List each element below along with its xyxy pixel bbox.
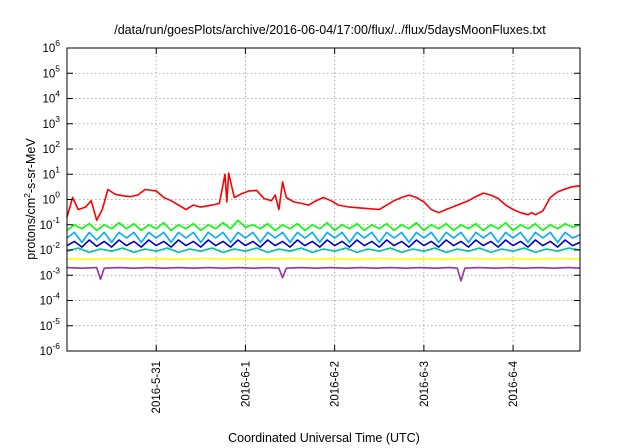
series-line-1 [66,219,581,232]
y-tick-exponent: -4 [52,291,60,301]
grid [67,48,580,351]
y-tick-label: 104 [42,89,60,106]
y-tick-base: 10 [42,169,55,181]
y-tick-label: 10-2 [40,240,61,257]
series-line-2 [66,231,581,244]
y-tick-base: 10 [42,94,55,106]
x-axis-label: Coordinated Universal Time (UTC) [228,431,420,445]
y-tick-label: 106 [42,38,60,55]
y-tick-labels: 10-610-510-410-310-210-11001011021031041… [40,38,61,358]
series-line-0 [66,172,581,222]
y-tick-label: 10-3 [40,265,61,282]
y-tick-label: 101 [42,164,60,181]
chart-title: /data/run/goesPlots/archive/2016-06-04/1… [114,23,546,37]
series-line-4 [66,247,581,254]
y-tick-label: 100 [42,190,60,207]
series-line-6 [66,266,581,282]
y-tick-base: 10 [40,220,53,232]
y-tick-base: 10 [40,346,53,358]
y-tick-label: 105 [42,63,60,80]
y-tick-base: 10 [42,43,55,55]
x-tick-label: 2016-5-31 [151,361,163,413]
y-tick-label: 10-4 [40,291,61,308]
y-tick-base: 10 [40,296,53,308]
y-axis-label-sup: 2 [22,193,32,198]
y-axis-label-prefix: protons/cm [24,198,38,260]
y-tick-base: 10 [42,144,55,156]
data-series [66,172,581,282]
y-tick-exponent: 4 [55,89,60,99]
y-tick-label: 10-5 [40,316,61,333]
y-tick-exponent: -3 [52,265,60,275]
x-tick-label: 2016-6-2 [330,361,342,407]
y-tick-exponent: -2 [52,240,60,250]
x-tick-label: 2016-6-3 [419,361,431,407]
y-tick-base: 10 [42,195,55,207]
x-tick-label: 2016-6-1 [240,361,252,407]
y-tick-base: 10 [40,270,53,282]
x-tick-label: 2016-6-4 [508,360,520,407]
y-tick-label: 10-6 [40,341,61,358]
y-tick-exponent: 6 [55,38,60,48]
y-tick-label: 102 [42,139,60,156]
y-tick-base: 10 [40,245,53,257]
axis-ticks [67,47,580,352]
y-tick-base: 10 [42,119,55,131]
y-tick-label: 103 [42,114,60,131]
y-tick-label: 10-1 [40,215,61,232]
y-tick-exponent: 3 [55,114,60,124]
y-axis-label-suffix: -s-sr-MeV [24,138,38,194]
series-line-3 [66,239,581,248]
y-tick-exponent: 1 [55,164,60,174]
y-tick-exponent: -6 [52,341,60,351]
y-tick-exponent: 5 [55,63,60,73]
y-tick-exponent: 2 [55,139,60,149]
series-line-5 [66,257,581,261]
y-tick-exponent: 0 [55,190,60,200]
y-tick-base: 10 [40,321,53,333]
y-tick-exponent: -5 [52,316,60,326]
y-tick-base: 10 [42,68,55,80]
y-tick-exponent: -1 [52,215,60,225]
x-tick-labels: 2016-5-31 2016-6-1 2016-6-2 2016-6-3 2016-6-… [151,360,520,413]
y-axis-label: protons/cm2-s-sr-MeV [22,138,38,260]
